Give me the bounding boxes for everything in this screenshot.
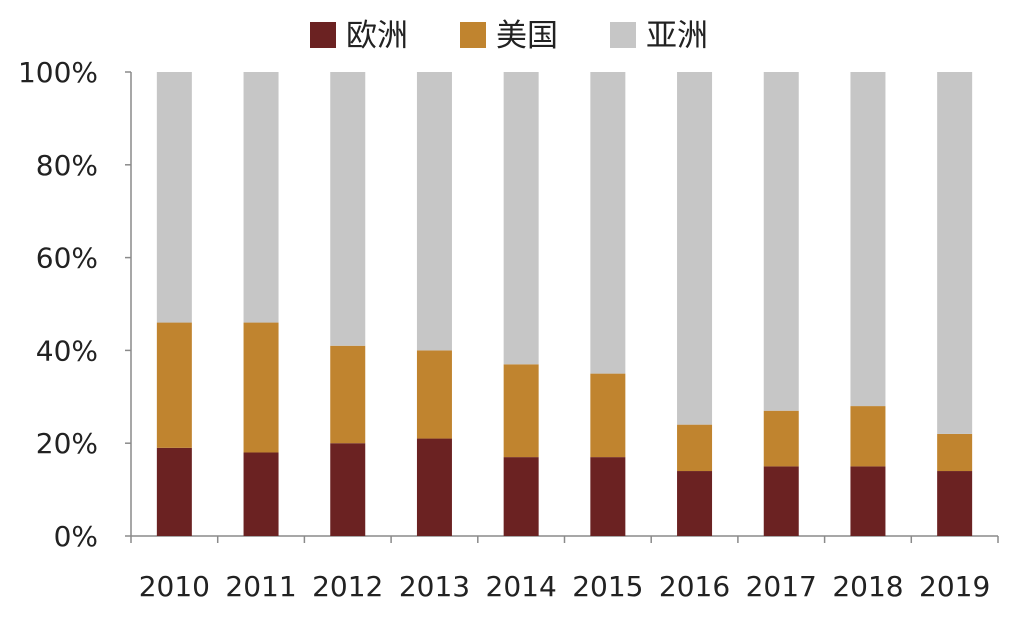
bar-segment-2018-series-3 (850, 72, 886, 407)
x-tick-label: 2014 (486, 570, 557, 603)
tick-labels: 0% 20% 40% 60% 80% 100% 2010 2011 2012 2013 2014 20… (18, 56, 990, 603)
legend-swatch-1 (310, 22, 336, 48)
y-tick-label: 0% (54, 520, 98, 553)
bar-segment-2019-series-2 (937, 433, 973, 472)
x-tick-label: 2013 (399, 570, 470, 603)
bar-segment-2017-series-2 (763, 410, 799, 467)
bar-segment-2013-series-1 (416, 438, 452, 536)
bar-segment-2011-series-2 (243, 322, 279, 453)
bar-segment-2018-series-2 (850, 406, 886, 467)
bar-segment-2019-series-1 (937, 471, 973, 536)
bar-segment-2017-series-3 (763, 72, 799, 411)
legend-label-1: 欧洲 (346, 18, 408, 54)
y-tick-label: 80% (36, 149, 98, 182)
bar-segment-2011-series-3 (243, 72, 279, 323)
y-tick-label: 100% (18, 56, 98, 89)
bar-segment-2010-series-2 (156, 322, 192, 448)
bar-segment-2015-series-2 (590, 373, 626, 458)
legend-swatch-2 (460, 22, 486, 48)
bars (156, 72, 973, 536)
y-tick-label: 40% (36, 334, 98, 367)
bar-segment-2011-series-1 (243, 452, 279, 536)
legend: 欧洲 美国 亚洲 (310, 18, 708, 54)
x-tick-label: 2011 (225, 570, 296, 603)
bar-segment-2016-series-3 (677, 72, 713, 425)
bar-segment-2017-series-1 (763, 466, 799, 536)
x-tick-label: 2018 (832, 570, 903, 603)
legend-label-2: 美国 (496, 18, 558, 54)
legend-swatch-3 (610, 22, 636, 48)
bar-segment-2014-series-1 (503, 457, 539, 536)
bar-segment-2015-series-1 (590, 457, 626, 536)
bar-segment-2012-series-1 (330, 443, 366, 536)
x-tick-label: 2017 (746, 570, 817, 603)
x-tick-label: 2012 (312, 570, 383, 603)
bar-segment-2012-series-2 (330, 345, 366, 444)
x-tick-label: 2010 (139, 570, 210, 603)
y-tick-label: 60% (36, 242, 98, 275)
bar-segment-2013-series-2 (416, 350, 452, 439)
x-tick-label: 2019 (919, 570, 990, 603)
bar-segment-2014-series-3 (503, 72, 539, 365)
bar-segment-2012-series-3 (330, 72, 366, 346)
bar-segment-2010-series-3 (156, 72, 192, 323)
legend-label-3: 亚洲 (646, 18, 708, 54)
bar-segment-2015-series-3 (590, 72, 626, 374)
x-tick-label: 2016 (659, 570, 730, 603)
bar-segment-2010-series-1 (156, 447, 192, 536)
bar-segment-2013-series-3 (416, 72, 452, 351)
bar-segment-2019-series-3 (937, 72, 973, 434)
bar-segment-2016-series-2 (677, 424, 713, 472)
bar-segment-2014-series-2 (503, 364, 539, 458)
x-tick-label: 2015 (572, 570, 643, 603)
bar-segment-2016-series-1 (677, 471, 713, 536)
bar-segment-2018-series-1 (850, 466, 886, 536)
y-tick-label: 20% (36, 427, 98, 460)
